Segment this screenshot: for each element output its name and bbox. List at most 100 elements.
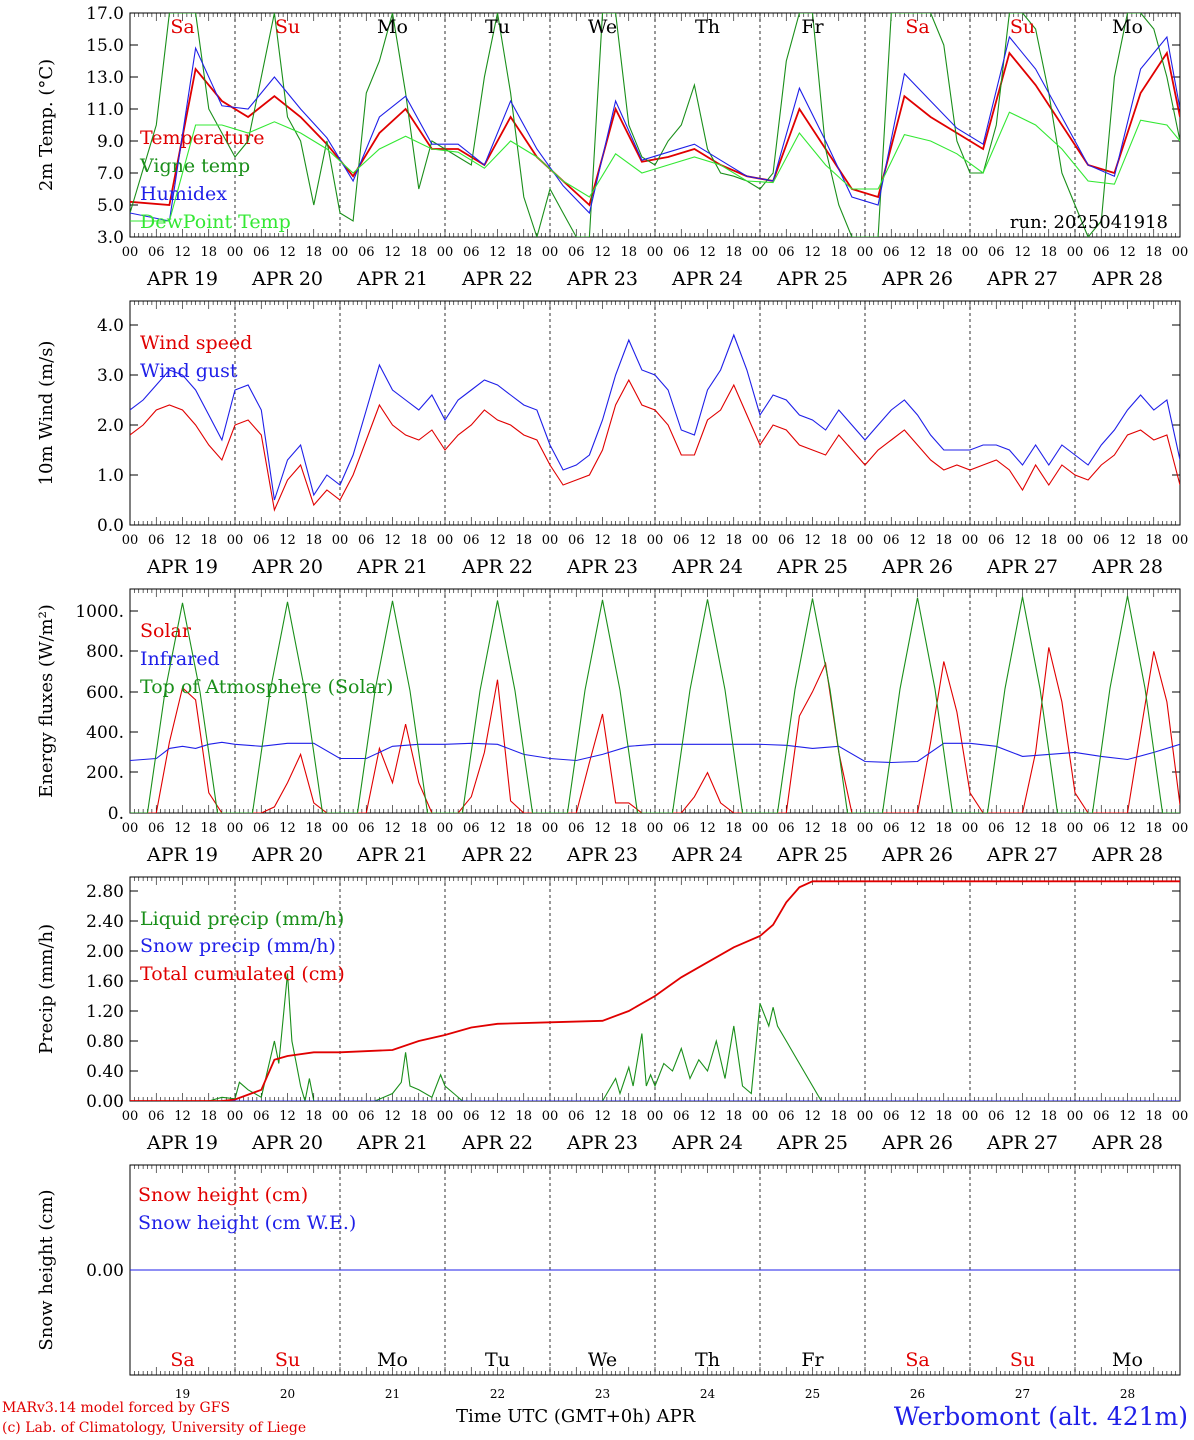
hour-tick-label: 18 [620, 1109, 637, 1124]
day-number-label: 19 [175, 1387, 190, 1401]
hour-tick-label: 12 [594, 821, 611, 836]
hour-tick-label: 00 [1172, 1109, 1189, 1124]
y-tick-label: 4.0 [97, 316, 124, 336]
series-line-total-cumulated-cm- [130, 880, 1180, 1101]
weekday-label: Mo [1112, 16, 1143, 38]
day-number-label: 20 [280, 1387, 295, 1401]
hour-tick-label: 18 [1040, 245, 1057, 260]
hour-tick-label: 00 [227, 533, 244, 548]
date-label: APR 19 [146, 844, 218, 866]
hour-tick-label: 00 [647, 1109, 664, 1124]
date-label: APR 19 [146, 556, 218, 578]
hour-tick-label: 00 [122, 245, 139, 260]
date-label: APR 27 [986, 844, 1058, 866]
hour-tick-label: 18 [830, 821, 847, 836]
hour-tick-label: 00 [332, 533, 349, 548]
hour-tick-label: 00 [857, 1109, 874, 1124]
y-tick-label: 15.0 [86, 36, 124, 56]
hour-tick-label: 12 [594, 533, 611, 548]
hour-tick-label: 00 [752, 821, 769, 836]
y-tick-label: 0.0 [97, 516, 124, 536]
hour-tick-label: 06 [883, 533, 900, 548]
hour-tick-label: 18 [1145, 245, 1162, 260]
hour-tick-label: 06 [253, 245, 270, 260]
hour-tick-label: 12 [1014, 245, 1031, 260]
hour-tick-label: 18 [725, 1109, 742, 1124]
hour-tick-label: 00 [857, 533, 874, 548]
hour-tick-label: 06 [673, 245, 690, 260]
hour-tick-label: 00 [122, 533, 139, 548]
hour-tick-label: 18 [620, 245, 637, 260]
date-label: APR 21 [356, 844, 428, 866]
hour-tick-label: 06 [673, 821, 690, 836]
hour-tick-label: 18 [1145, 821, 1162, 836]
weekday-label: Mo [377, 1349, 408, 1371]
hour-tick-label: 06 [988, 533, 1005, 548]
date-label: APR 19 [146, 1132, 218, 1154]
panel-frame [129, 300, 1181, 526]
hour-tick-label: 06 [988, 1109, 1005, 1124]
y-tick-label: 3.0 [97, 228, 124, 248]
hour-tick-label: 06 [778, 1109, 795, 1124]
day-number-label: 24 [700, 1387, 716, 1401]
hour-tick-label: 12 [1119, 1109, 1136, 1124]
panel-frame [129, 588, 1181, 814]
hour-tick-label: 12 [279, 245, 296, 260]
hour-tick-label: 06 [673, 1109, 690, 1124]
hour-tick-label: 00 [332, 1109, 349, 1124]
weekday-label: Tu [485, 1349, 510, 1371]
hour-tick-label: 18 [305, 533, 322, 548]
hour-tick-label: 18 [935, 245, 952, 260]
hour-tick-label: 06 [988, 245, 1005, 260]
y-tick-label: 2.0 [97, 416, 124, 436]
weekday-label: Su [275, 16, 300, 38]
series-line-wind-speed [130, 378, 1180, 512]
hour-tick-label: 18 [305, 821, 322, 836]
y-tick-label: 17.0 [86, 4, 124, 24]
hour-tick-label: 00 [437, 245, 454, 260]
day-number-label: 26 [910, 1387, 925, 1401]
hour-tick-label: 00 [122, 821, 139, 836]
hour-tick-label: 12 [1119, 533, 1136, 548]
series-line-top-of-atmosphere-solar- [130, 595, 1180, 813]
y-tick-label: 13.0 [86, 68, 124, 88]
weekday-label: Fr [801, 16, 824, 38]
series-line-vigne-temp [130, 13, 1180, 237]
hour-tick-label: 18 [515, 821, 532, 836]
legend-entry: Wind speed [140, 332, 252, 354]
y-tick-label: 5.0 [97, 196, 124, 216]
y-tick-label: 1.0 [97, 466, 124, 486]
date-label: APR 24 [671, 268, 743, 290]
hour-tick-label: 12 [384, 533, 401, 548]
hour-tick-label: 06 [148, 1109, 165, 1124]
hour-tick-label: 00 [1067, 1109, 1084, 1124]
hour-tick-label: 00 [227, 821, 244, 836]
hour-tick-label: 06 [883, 821, 900, 836]
hour-tick-label: 00 [1067, 821, 1084, 836]
hour-tick-label: 18 [410, 821, 427, 836]
hour-tick-label: 18 [725, 821, 742, 836]
date-label: APR 23 [566, 1132, 638, 1154]
hour-tick-label: 06 [358, 1109, 375, 1124]
hour-tick-label: 06 [253, 533, 270, 548]
hour-tick-label: 00 [962, 1109, 979, 1124]
hour-tick-label: 12 [174, 821, 191, 836]
hour-tick-label: 12 [174, 1109, 191, 1124]
panel-frame [129, 12, 1181, 238]
hour-tick-label: 00 [647, 821, 664, 836]
legend-entry: Temperature [140, 127, 264, 149]
hour-tick-label: 12 [1014, 1109, 1031, 1124]
x-axis-title: Time UTC (GMT+0h) APR [456, 1406, 696, 1427]
date-label: APR 22 [461, 556, 533, 578]
hour-tick-label: 00 [1172, 821, 1189, 836]
station-label: Werbomont (alt. 421m) [893, 1402, 1188, 1431]
hour-tick-label: 18 [935, 533, 952, 548]
hour-tick-label: 18 [620, 533, 637, 548]
hour-tick-label: 06 [358, 821, 375, 836]
hour-tick-label: 06 [253, 1109, 270, 1124]
hour-tick-label: 18 [305, 1109, 322, 1124]
hour-tick-label: 06 [988, 821, 1005, 836]
hour-tick-label: 00 [857, 245, 874, 260]
y-tick-label: 1.60 [86, 972, 124, 992]
hour-tick-label: 00 [1172, 533, 1189, 548]
